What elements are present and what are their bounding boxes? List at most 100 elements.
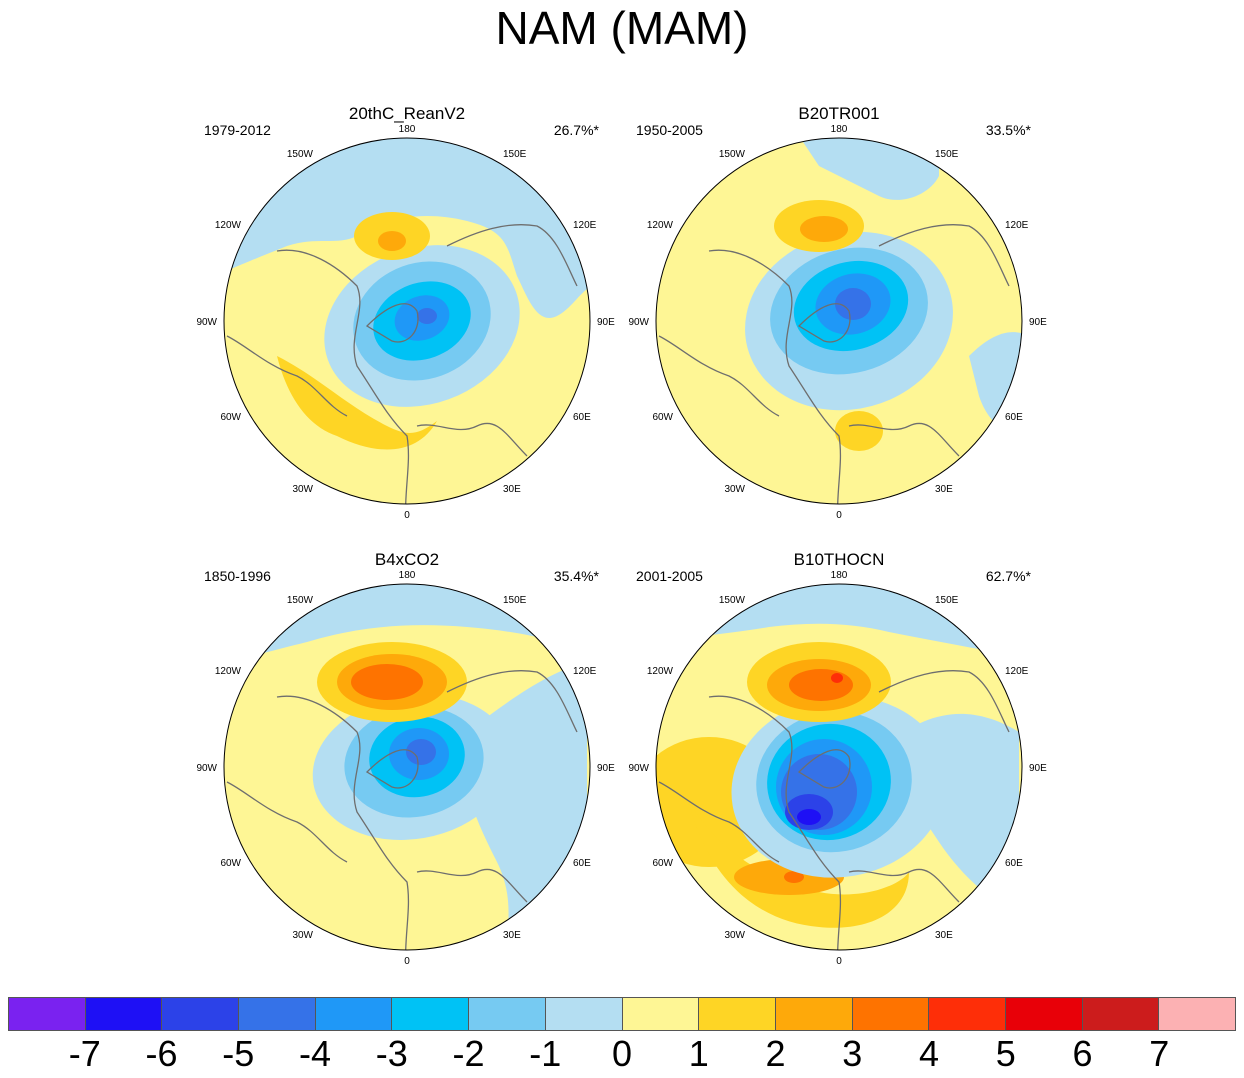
colorbar — [8, 997, 1236, 1031]
map-panel-b20tr001: B20TR001 1950-2005 33.5%* 180 — [628, 104, 1047, 536]
panel-period: 1850-1996 — [204, 568, 271, 584]
lon-label-120e: 120E — [573, 666, 597, 677]
colorbar-label: -5 — [222, 1033, 255, 1074]
colorbar-label: -1 — [529, 1033, 562, 1074]
contour-fill-pos3 — [351, 664, 423, 700]
lon-label-120w: 120W — [215, 666, 242, 677]
lon-label-60e: 60E — [573, 858, 591, 869]
contour-fill-pos3 — [789, 669, 853, 701]
lon-label-180: 180 — [831, 124, 848, 135]
colorbar-label: 2 — [765, 1033, 786, 1074]
lon-label-60w: 60W — [652, 412, 673, 423]
colorbar-swatch — [929, 997, 1006, 1031]
colorbar-labels: -7 -6 -5 -4 -3 -2 -1 0 1 2 3 4 5 6 7 — [0, 1034, 1244, 1078]
lon-label-0: 0 — [404, 956, 410, 967]
panel-title: B4xCO2 — [374, 550, 440, 569]
contour-fill-neg7 — [797, 809, 821, 825]
panel-title: B10THOCN — [793, 550, 885, 569]
lon-label-90e: 90E — [1029, 763, 1047, 774]
map-boundary — [655, 583, 1023, 951]
map-boundary — [223, 583, 591, 951]
map-panel-b10thocn: B10THOCN 2001-2005 62.7%* — [628, 550, 1047, 982]
colorbar-label: 3 — [842, 1033, 863, 1074]
figure-title: NAM (MAM) — [495, 2, 749, 54]
lon-label-150w: 150W — [287, 149, 314, 160]
panel-variance: 62.7%* — [985, 568, 1031, 584]
colorbar-swatch — [1005, 997, 1083, 1031]
colorbar-swatch — [852, 997, 930, 1031]
lon-label-30e: 30E — [503, 930, 521, 941]
lon-label-0: 0 — [836, 510, 842, 521]
lon-label-150w: 150W — [719, 595, 746, 606]
lon-label-150w: 150W — [287, 595, 314, 606]
colorbar-label: 6 — [1072, 1033, 1093, 1074]
lon-label-120w: 120W — [215, 220, 242, 231]
colorbar-label: -2 — [452, 1033, 485, 1074]
map-boundary — [223, 137, 591, 505]
lon-label-150w: 150W — [719, 149, 746, 160]
lon-label-60w: 60W — [220, 858, 241, 869]
lon-label-30w: 30W — [292, 484, 313, 495]
lon-label-180: 180 — [831, 570, 848, 581]
coastlines — [658, 670, 1010, 950]
colorbar-swatch — [315, 997, 393, 1031]
colorbar-swatch — [1159, 997, 1236, 1031]
contour-fill-pos1-atlantic — [277, 356, 437, 450]
colorbar-swatch — [85, 997, 163, 1031]
lon-label-150e: 150E — [503, 149, 527, 160]
lon-label-60e: 60E — [1005, 412, 1023, 423]
contour-fill-neg5 — [835, 288, 871, 320]
contour-fill-neg5 — [406, 739, 436, 765]
lon-label-60e: 60E — [573, 412, 591, 423]
panel-title: B20TR001 — [798, 104, 880, 123]
colorbar-label: 1 — [688, 1033, 709, 1074]
lon-label-90e: 90E — [597, 317, 615, 328]
panel-period: 1979-2012 — [204, 122, 271, 138]
lon-label-30w: 30W — [292, 930, 313, 941]
contour-fill-pos3-atlantic — [784, 871, 804, 883]
map-boundary — [655, 137, 1023, 505]
polar-map: 180 150W 150E 120W 120E 90W 90E 60W 60E … — [628, 124, 1047, 521]
map-panel-b4xco2: B4xCO2 1850-1996 35.4%* 180 1 — [196, 550, 615, 982]
contour-fill-pos1-south — [835, 411, 883, 451]
colorbar-swatch — [545, 997, 623, 1031]
lon-label-90w: 90W — [628, 763, 649, 774]
contour-fill-pos2 — [378, 231, 406, 251]
panel-period: 2001-2005 — [636, 568, 703, 584]
lon-label-180: 180 — [399, 124, 416, 135]
colorbar-label: 0 — [611, 1033, 633, 1074]
polar-map: 180 150W 150E 120W 120E 90W 90E 60W 60E … — [628, 570, 1047, 967]
lon-label-90w: 90W — [196, 763, 217, 774]
lon-label-30e: 30E — [935, 484, 953, 495]
lon-label-60w: 60W — [220, 412, 241, 423]
contour-fill-pos2 — [800, 216, 848, 242]
lon-label-150e: 150E — [935, 149, 959, 160]
colorbar-swatch — [8, 997, 86, 1031]
lon-label-30w: 30W — [724, 484, 745, 495]
colorbar-label: -6 — [145, 1033, 178, 1074]
lon-label-150e: 150E — [935, 595, 959, 606]
colorbar-swatch — [162, 997, 240, 1031]
lon-label-0: 0 — [404, 510, 410, 521]
panel-title: 20thC_ReanV2 — [348, 104, 466, 123]
lon-label-120e: 120E — [573, 220, 597, 231]
colorbar-swatch — [699, 997, 776, 1031]
panel-variance: 26.7%* — [553, 122, 599, 138]
lon-label-90e: 90E — [597, 763, 615, 774]
panel-variance: 33.5%* — [985, 122, 1031, 138]
polar-map: 180 150W 150E 120W 120E 90W 90E 60W 60E … — [196, 124, 615, 521]
colorbar-swatch — [469, 997, 546, 1031]
map-panel-20thc-reanv2: 20thC_ReanV2 1979-2012 26.7%* 180 15 — [196, 104, 615, 536]
lon-label-30e: 30E — [935, 930, 953, 941]
colorbar-swatch — [239, 997, 316, 1031]
colorbar-label: -7 — [68, 1033, 101, 1074]
contour-fill-neg1 — [224, 138, 590, 318]
colorbar-swatch — [775, 997, 853, 1031]
lon-label-30e: 30E — [503, 484, 521, 495]
lon-label-60e: 60E — [1005, 858, 1023, 869]
panel-variance: 35.4%* — [553, 568, 599, 584]
colorbar-label: 4 — [918, 1033, 940, 1074]
contour-fill-neg5 — [417, 308, 437, 324]
colorbar-swatch — [1082, 997, 1160, 1031]
coastlines — [226, 224, 578, 504]
